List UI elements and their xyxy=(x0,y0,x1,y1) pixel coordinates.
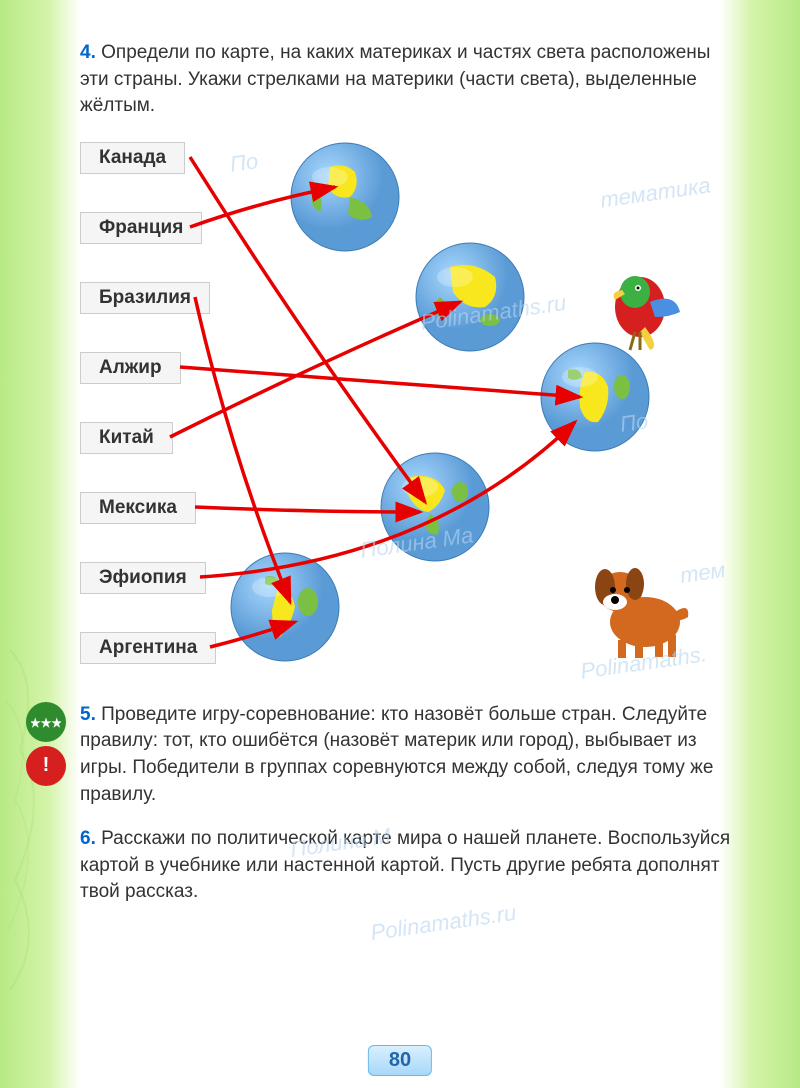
exclamation-badge-icon: ! xyxy=(26,746,66,786)
parrot-illustration xyxy=(590,262,690,352)
task4-text: 4. Определи по карте, на каких материках… xyxy=(80,40,740,120)
country-label: Бразилия xyxy=(80,282,210,314)
task6-body: Расскажи по политической карте мира о на… xyxy=(80,828,730,902)
task6-text: 6. Расскажи по политической карте мира о… xyxy=(80,826,740,906)
globe-africa xyxy=(540,342,650,452)
country-label: Франция xyxy=(80,212,202,244)
task4-number: 4. xyxy=(80,42,96,63)
dog-illustration xyxy=(580,552,700,662)
stars-badge-icon: ★★★ xyxy=(26,702,66,742)
country-label: Алжир xyxy=(80,352,181,384)
globe-europe xyxy=(290,142,400,252)
task6-number: 6. xyxy=(80,828,96,849)
country-label: Эфиопия xyxy=(80,562,206,594)
diagram-area: Канада Франция Бразилия Алжир Китай Мексика Эф… xyxy=(80,132,740,682)
globe-n-america xyxy=(380,452,490,562)
svg-text:★★★: ★★★ xyxy=(31,716,61,730)
globe-asia xyxy=(415,242,525,352)
task5-text: 5. Проведите игру-соревнование: кто назо… xyxy=(80,702,740,808)
task5-body: Проведите игру-соревнование: кто назовёт… xyxy=(80,704,713,805)
country-label: Мексика xyxy=(80,492,196,524)
country-label: Китай xyxy=(80,422,173,454)
country-label: Аргентина xyxy=(80,632,216,664)
task5-number: 5. xyxy=(80,704,96,725)
task4-body: Определи по карте, на каких материках и … xyxy=(80,42,710,116)
country-label: Канада xyxy=(80,142,185,174)
page-number: 80 xyxy=(368,1045,432,1076)
globe-s-america xyxy=(230,552,340,662)
page-content: 4. Определи по карте, на каких материках… xyxy=(0,0,800,958)
